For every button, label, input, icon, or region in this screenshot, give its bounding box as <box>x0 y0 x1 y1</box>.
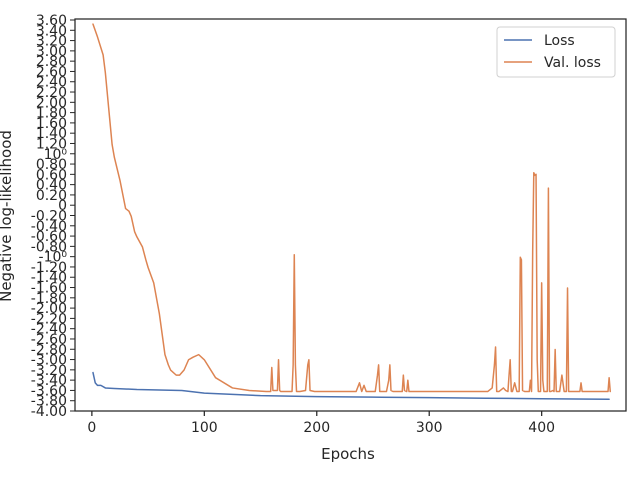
y-axis-title: Negative log-likelihood <box>0 130 15 302</box>
y-tick-label: -1.60 <box>31 281 67 297</box>
y-tick-label: -0.80 <box>31 239 67 255</box>
y-tick-label: 2.00 <box>36 95 67 111</box>
y-tick-label: 1.20 <box>36 136 67 152</box>
y-tick-label: -2.20 <box>31 311 67 327</box>
x-tick-label: 0 <box>87 420 96 436</box>
y-tick-label: -2.60 <box>31 332 67 348</box>
y-tick-label: 1.60 <box>36 116 67 132</box>
y-tick-label: -2.00 <box>31 301 67 317</box>
y-tick-label: -3.00 <box>31 353 67 369</box>
y-tick-label: 1.80 <box>36 106 67 122</box>
y-tick-label: -3.40 <box>31 373 67 389</box>
x-tick-label: 100 <box>191 420 218 436</box>
y-tick-label: 3.00 <box>36 44 67 60</box>
y-tick-label: 0.80 <box>36 157 67 173</box>
y-tick-label: 3.60 <box>36 13 67 29</box>
x-axis-title: Epochs <box>321 445 375 463</box>
y-tick-label: -3.60 <box>31 383 67 399</box>
x-tick-label: 400 <box>528 420 555 436</box>
y-tick-label: 2.20 <box>36 85 67 101</box>
y-tick-label: 0.40 <box>36 178 67 194</box>
y-tick-label: -0.40 <box>31 219 67 235</box>
y-tick-label: 0.20 <box>36 188 67 204</box>
y-tick-label: 0.60 <box>36 167 67 183</box>
y-tick-label: 2.60 <box>36 64 67 80</box>
y-tick-label: -2.80 <box>31 342 67 358</box>
y-tick-label: 3.20 <box>36 34 67 50</box>
y-tick-label: -1.40 <box>31 270 67 286</box>
x-tick-label: 300 <box>416 420 443 436</box>
y-tick-label: 3.40 <box>36 23 67 39</box>
y-tick-label: -0.60 <box>31 229 67 245</box>
y-tick-label: -3.20 <box>31 363 67 379</box>
y-tick-label: 10⁰ <box>44 147 68 163</box>
series-line-loss <box>92 371 610 400</box>
y-tick-label: -1.80 <box>31 291 67 307</box>
series-line-val-loss <box>92 23 612 393</box>
y-tick-label: -3.80 <box>31 394 67 410</box>
y-tick-label: 2.80 <box>36 54 67 70</box>
x-tick-label: 200 <box>303 420 330 436</box>
y-tick-label: 2.40 <box>36 75 67 91</box>
y-tick-label: -1.20 <box>31 260 67 276</box>
y-tick-label: -4.00 <box>31 404 67 420</box>
y-tick-label: -10⁰ <box>39 250 68 266</box>
legend-label: Loss <box>544 33 575 49</box>
legend-label: Val. loss <box>544 55 601 71</box>
y-tick-label: -0.20 <box>31 209 67 225</box>
y-tick-label: 1.40 <box>36 126 67 142</box>
y-tick-label: 0 <box>58 198 67 214</box>
y-tick-label: -2.40 <box>31 322 67 338</box>
